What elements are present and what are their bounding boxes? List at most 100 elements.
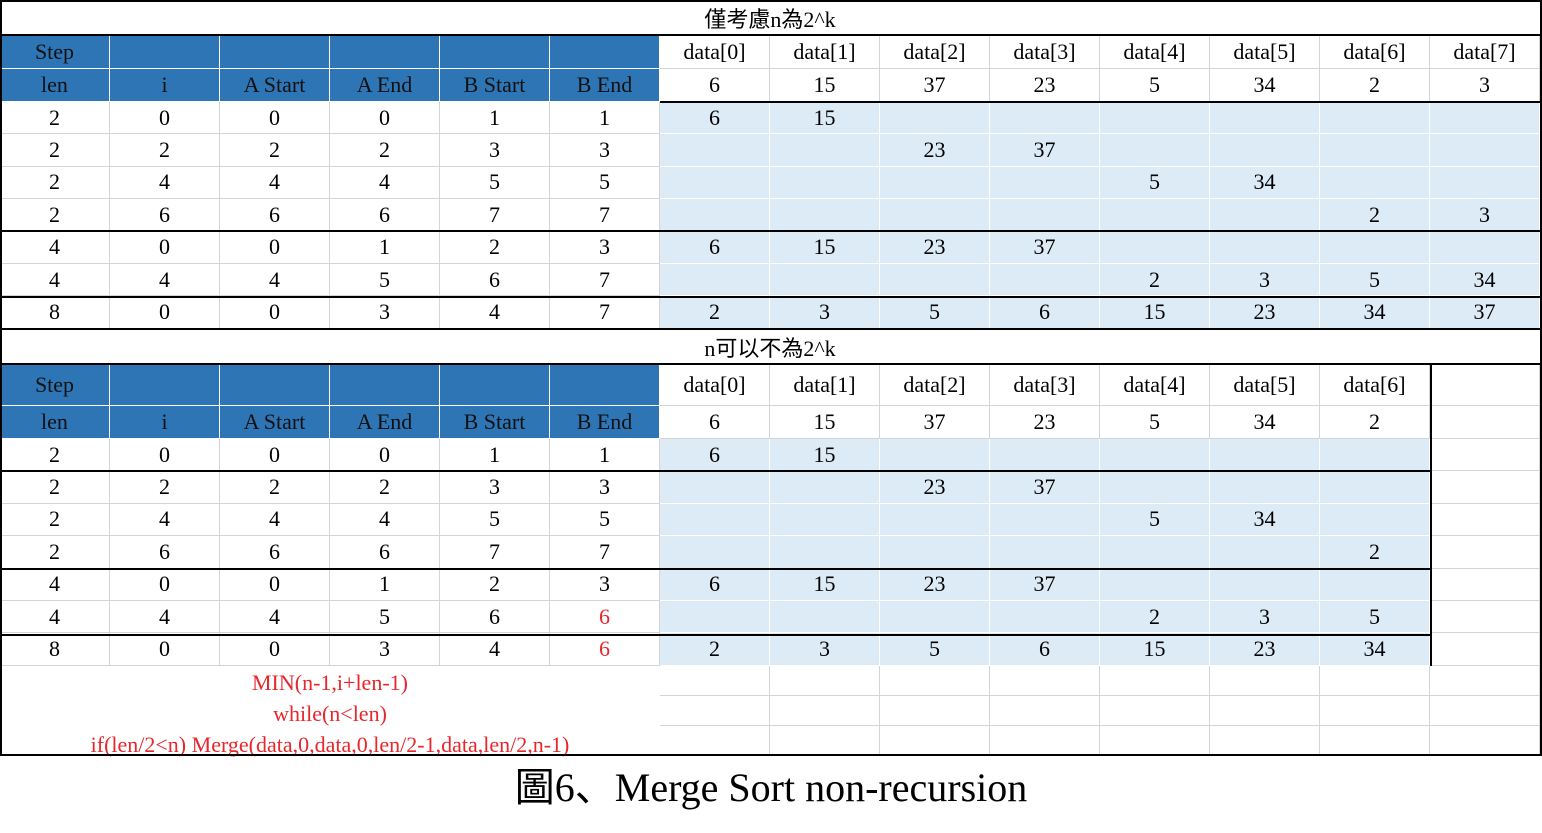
empty-cell [1320, 726, 1430, 756]
param-cell: 3 [440, 471, 550, 504]
param-cell: 6 [110, 199, 220, 232]
data-cell [880, 199, 990, 232]
param-cell: 0 [110, 102, 220, 135]
initial-value-cell: 15 [770, 69, 880, 102]
data-cell [770, 471, 880, 504]
data-cell [1210, 199, 1320, 232]
data-cell: 15 [770, 231, 880, 264]
data-cell: 6 [990, 633, 1100, 666]
formula-note: while(n<len) [273, 701, 387, 726]
param-cell: 2 [330, 471, 440, 504]
data-cell [770, 134, 880, 167]
param-cell: 7 [440, 536, 550, 569]
data-cell [1320, 102, 1430, 135]
data-header-cell: data[6] [1320, 365, 1430, 406]
table-border [0, 568, 1432, 570]
table-border [0, 296, 1542, 298]
empty-cell [1100, 726, 1210, 756]
data-cell [770, 601, 880, 634]
param-cell: 2 [0, 102, 110, 135]
param-cell: 1 [440, 102, 550, 135]
param-cell: 6 [330, 199, 440, 232]
empty-cell [1210, 726, 1320, 756]
param-cell: 2 [0, 199, 110, 232]
data-cell: 23 [880, 471, 990, 504]
param-cell: 0 [110, 296, 220, 329]
figure-caption: 圖6、Merge Sort non-recursion [514, 765, 1028, 810]
header-cell: Step [0, 36, 110, 69]
param-cell: 5 [440, 166, 550, 200]
data-cell [990, 601, 1100, 634]
data-cell: 2 [1320, 199, 1430, 232]
param-cell: 6 [110, 536, 220, 569]
data-cell [660, 264, 770, 297]
param-cell: 4 [110, 264, 220, 297]
data-cell: 34 [1320, 633, 1430, 666]
param-cell: 2 [0, 471, 110, 504]
data-cell: 23 [880, 231, 990, 264]
data-header-cell: data[5] [1210, 36, 1320, 69]
param-cell: 2 [0, 536, 110, 569]
data-cell: 2 [660, 633, 770, 666]
data-cell [660, 471, 770, 504]
data-cell: 37 [990, 231, 1100, 264]
initial-value-cell: 3 [1430, 69, 1540, 102]
table-border [1540, 0, 1542, 756]
param-cell: 4 [110, 166, 220, 200]
table-border [0, 230, 1542, 232]
data-cell: 2 [660, 296, 770, 329]
data-cell [990, 166, 1100, 200]
empty-cell [1430, 406, 1540, 439]
param-cell: 4 [220, 264, 330, 297]
data-header-cell: data[0] [660, 365, 770, 406]
param-cell: 3 [550, 134, 660, 167]
data-header-cell: data[3] [990, 36, 1100, 69]
section-title: 僅考慮n為2^k [0, 0, 1540, 36]
empty-cell [990, 666, 1100, 696]
header-cell [330, 36, 440, 69]
empty-cell [1430, 503, 1540, 537]
header-cell: B Start [440, 406, 550, 439]
param-cell: 5 [550, 503, 660, 537]
data-cell: 5 [1320, 264, 1430, 297]
data-cell: 23 [1210, 633, 1320, 666]
data-cell [1320, 439, 1430, 472]
data-cell [990, 102, 1100, 135]
param-cell: 1 [440, 439, 550, 472]
param-cell: 0 [110, 568, 220, 601]
data-cell [1210, 471, 1320, 504]
data-cell [1320, 166, 1430, 200]
table-border [660, 101, 1542, 103]
data-cell [660, 166, 770, 200]
data-cell: 37 [990, 471, 1100, 504]
empty-cell [1100, 666, 1210, 696]
param-cell: 0 [220, 633, 330, 666]
param-cell: 4 [330, 166, 440, 200]
empty-cell [660, 726, 770, 756]
data-cell: 15 [1100, 296, 1210, 329]
empty-cell [770, 666, 880, 696]
empty-cell [1430, 666, 1540, 696]
param-cell: 4 [0, 264, 110, 297]
data-cell [1320, 503, 1430, 537]
param-cell: 2 [440, 231, 550, 264]
header-cell: A End [330, 406, 440, 439]
param-cell: 4 [330, 503, 440, 537]
data-cell: 3 [770, 296, 880, 329]
data-cell: 37 [990, 568, 1100, 601]
empty-cell [1320, 696, 1430, 726]
data-cell: 34 [1210, 166, 1320, 200]
param-cell: 3 [550, 231, 660, 264]
data-cell: 5 [880, 633, 990, 666]
empty-cell [1320, 666, 1430, 696]
param-cell: 4 [440, 296, 550, 329]
data-cell [880, 264, 990, 297]
header-cell: i [110, 406, 220, 439]
data-header-cell: data[5] [1210, 365, 1320, 406]
table-border [1430, 363, 1432, 666]
empty-cell [1430, 601, 1540, 634]
param-cell: 5 [330, 264, 440, 297]
empty-cell [1430, 726, 1540, 756]
empty-cell [1430, 633, 1540, 666]
initial-value-cell: 5 [1100, 406, 1210, 439]
